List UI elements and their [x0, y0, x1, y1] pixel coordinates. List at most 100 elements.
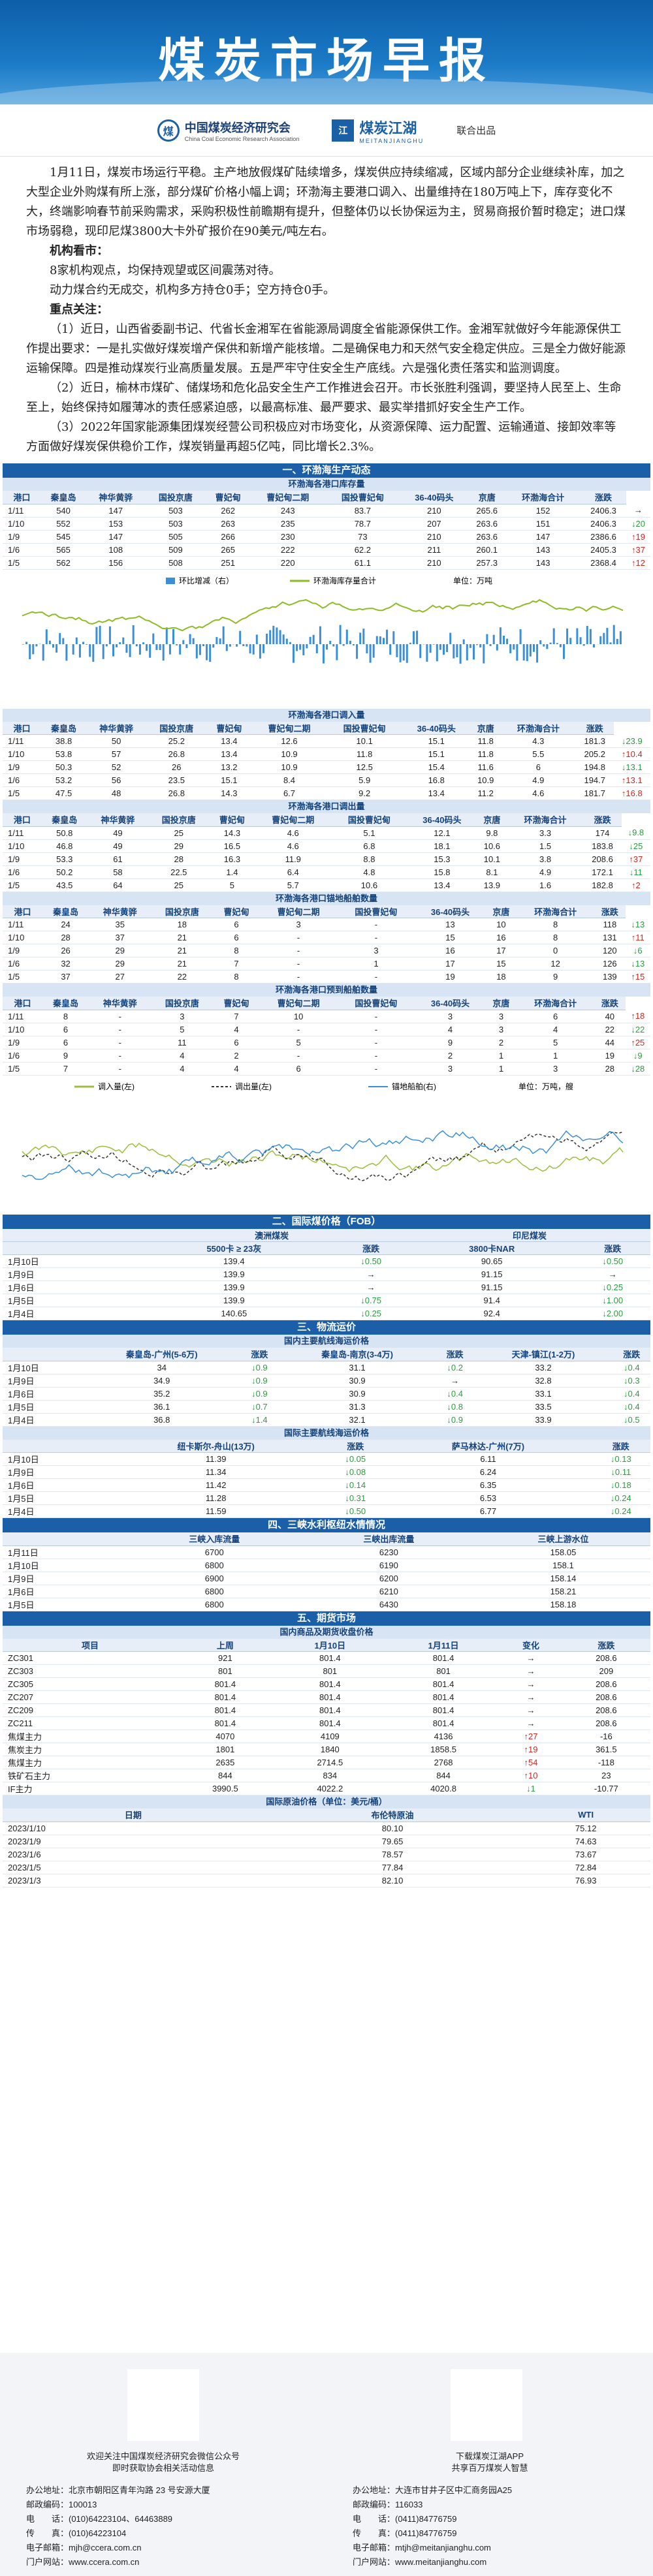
- table-cell: 2023/1/10: [3, 1822, 264, 1835]
- table-cell: 1/10: [3, 931, 42, 944]
- table-cell: 6: [213, 918, 260, 931]
- joint-label: 联合出品: [456, 125, 496, 136]
- table-cell: 6800: [127, 1598, 302, 1611]
- col-header: 涨跌: [583, 813, 622, 827]
- table-cell: 2023/1/9: [3, 1835, 264, 1848]
- table-row: ZC301 921 801.4 801.4 → 208.6: [3, 1651, 650, 1665]
- table-cell: ZC303: [3, 1664, 178, 1678]
- table-cell: 26: [42, 944, 89, 957]
- table-cell: 4: [517, 1023, 595, 1036]
- col-header: 涨跌: [240, 1348, 279, 1361]
- table-cell: 5: [517, 1036, 595, 1049]
- table-cell: 243: [250, 504, 326, 518]
- table-cell: 22.5: [148, 865, 210, 879]
- expected-ships-table: 港口 秦皇岛 神华黄骅 国投京唐 曹妃甸 曹妃甸二期 国投曹妃甸 36-40码头 京唐 环渤海合计…: [3, 997, 650, 1076]
- table-cell: 2406.3: [580, 517, 626, 531]
- table-cell: 10.1: [326, 734, 402, 748]
- right-caption-2: 共享百万煤炭人智慧: [451, 2463, 528, 2473]
- table-cell: ↓0.75: [333, 1294, 409, 1307]
- table-cell: 8: [213, 970, 260, 984]
- section-header-1: 一、环渤海生产动态: [3, 463, 650, 478]
- table-cell: -: [337, 1023, 415, 1036]
- col-header: 涨跌: [591, 1439, 650, 1453]
- table-cell: 13.9: [477, 878, 507, 892]
- table-row: 1/11 540 147 503 262 243 83.7 210 265.6 152 2406.3…: [3, 504, 650, 518]
- table-cell: 13: [415, 918, 486, 931]
- table-cell: 208.6: [562, 1716, 650, 1730]
- table-cell: -: [259, 970, 338, 984]
- table-cell: ↓0.4: [613, 1361, 650, 1374]
- table-row: 1月4日 11.59 ↓0.50 6.77 ↓0.24: [3, 1504, 650, 1518]
- table-cell: 10.9: [251, 747, 327, 761]
- table-cell: 11.39: [106, 1452, 326, 1466]
- port-inflow-table: 港口 秦皇岛 神华黄骅 国投京唐 曹妃甸 曹妃甸二期 国投曹妃甸 36-40码头 京唐 环渤海合计…: [3, 721, 650, 800]
- table-cell: 43.5: [41, 878, 88, 892]
- col-header: 神华黄骅: [87, 813, 149, 827]
- table-cell: 562: [40, 556, 86, 570]
- table-row: 1月9日 11.34 ↓0.08 6.24 ↓0.11: [3, 1465, 650, 1479]
- table-cell: 7: [213, 1010, 260, 1023]
- svg-text:调入量(左): 调入量(左): [98, 1081, 135, 1091]
- table-cell: 3: [415, 1010, 486, 1023]
- table-cell: 194.7: [575, 773, 614, 787]
- table-cell: 32: [42, 957, 89, 970]
- table-row: 1月5日 36.1 ↓0.7 31.3 ↓0.8 33.5 ↓0.4: [3, 1400, 650, 1414]
- ccera-contact: 办公地址：北京市朝阳区青年沟路 23 号安源大厦 邮政编码：100013 电 话：(…: [26, 2485, 210, 2567]
- table-cell: 222: [250, 543, 326, 557]
- col-header: 环渤海合计: [505, 491, 581, 504]
- table-cell: 22: [151, 970, 214, 984]
- table-cell: 8: [517, 931, 595, 944]
- table-row: 1/6 50.2 58 22.5 1.4 6.4 4.8 15.8 8.1 4.9 172.1 ↓11: [3, 865, 650, 879]
- col-header: 神华黄骅: [86, 491, 146, 504]
- table-cell: 2: [415, 1049, 486, 1063]
- table-cell: 4: [213, 1062, 260, 1076]
- table-cell: 6.77: [385, 1504, 592, 1518]
- table-cell: 139: [594, 970, 626, 984]
- legend-line: 环渤海库存量合计: [313, 576, 376, 585]
- table-cell: -: [259, 957, 338, 970]
- table-cell: 172.1: [583, 865, 622, 879]
- table-cell: 3: [259, 918, 338, 931]
- table-cell: 9: [517, 970, 595, 984]
- col-header: 涨跌: [594, 997, 626, 1010]
- table-cell: ↓13: [625, 957, 650, 970]
- table-cell: 62.2: [325, 543, 400, 557]
- table-cell: 801.4: [177, 1703, 273, 1717]
- col-header: 涨跌: [613, 1348, 650, 1361]
- t1-title: 环渤海各港口库存量: [3, 478, 650, 491]
- table-cell: 15: [485, 957, 517, 970]
- table-cell: 1/9: [3, 944, 42, 957]
- table-row: 1/5 43.5 64 25 5 5.7 10.6 13.4 13.9 1.6 182.8 ↑2: [3, 878, 650, 892]
- table-cell: ↓0.25: [333, 1307, 409, 1320]
- table-cell: 1月4日: [3, 1307, 135, 1320]
- col-header: 神华黄骅: [86, 721, 147, 735]
- table-cell: 4.6: [255, 839, 332, 853]
- table-cell: 36.8: [82, 1413, 241, 1427]
- table-cell: →: [500, 1651, 562, 1665]
- table-cell: 1月11日: [3, 1545, 127, 1559]
- table-cell: ↑19: [626, 530, 650, 544]
- table-cell: 21: [151, 944, 214, 957]
- table-row: 2023/1/10 80.10 75.12: [3, 1822, 650, 1835]
- table-cell: 263: [205, 517, 251, 531]
- table-row: IF主力 3990.5 4022.2 4020.8 ↓1 -10.77: [3, 1782, 650, 1795]
- table-row: ZC305 801.4 801.4 801.4 → 208.6: [3, 1677, 650, 1691]
- table-cell: 3: [517, 1062, 595, 1076]
- table-cell: 6700: [127, 1545, 302, 1559]
- table-cell: 53.2: [41, 773, 87, 787]
- table-cell: 49: [87, 826, 149, 840]
- table-cell: 194.8: [575, 760, 614, 774]
- table-cell: ↓9: [625, 1049, 650, 1063]
- table-cell: -: [89, 1049, 151, 1063]
- table-cell: 28: [42, 931, 89, 944]
- table-row: 1/9 53.3 61 28 16.3 11.9 8.8 15.3 10.1 3.8 208.6 ↑3…: [3, 852, 650, 866]
- table-cell: 1/5: [3, 970, 42, 984]
- futures-table: 项目 上周 1月10日 1月11日 变化 涨跌 ZC301 921 801.4 801.4 → 208…: [3, 1638, 650, 1795]
- col-header: 环渤海合计: [500, 721, 576, 735]
- table-cell: 6200: [301, 1572, 476, 1585]
- table-cell: 16: [415, 944, 486, 957]
- col-header: 1月10日: [272, 1638, 387, 1652]
- ccera-logo: 煤 中国煤炭经济研究会 China Coal Economic Research …: [157, 119, 299, 142]
- table-cell: 4: [151, 1062, 214, 1076]
- table-cell: 801.4: [387, 1651, 500, 1665]
